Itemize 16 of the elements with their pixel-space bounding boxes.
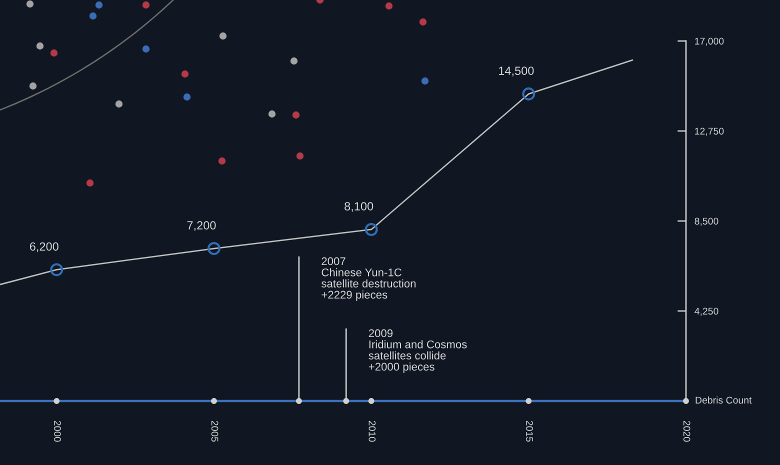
y-axis-title: Debris Count [696,396,752,404]
ref-line-label: 2007 Chinese Yun-1C satellite destruction +2229 pieces [321,257,416,301]
y-tick-label: 4,250 [694,308,718,316]
x-tick-label: 2020 [683,420,690,442]
data-label: 6,200 [30,242,58,252]
y-tick-label: 17,000 [695,38,724,46]
x-tick-label: 2005 [211,420,218,442]
y-tick-label: 12,750 [695,128,724,136]
x-tick-label: 2010 [368,420,376,442]
x-tick-label: 2015 [526,420,533,442]
data-label: 14,500 [499,66,534,76]
x-tick-label: 2000 [54,420,61,442]
data-label: 7,200 [187,221,216,231]
ref-line-label: 2009 Iridium and Cosmos satellites collide +2000 pieces [368,329,467,373]
y-tick-label: 8,500 [694,218,718,226]
data-label: 8,100 [344,202,374,212]
